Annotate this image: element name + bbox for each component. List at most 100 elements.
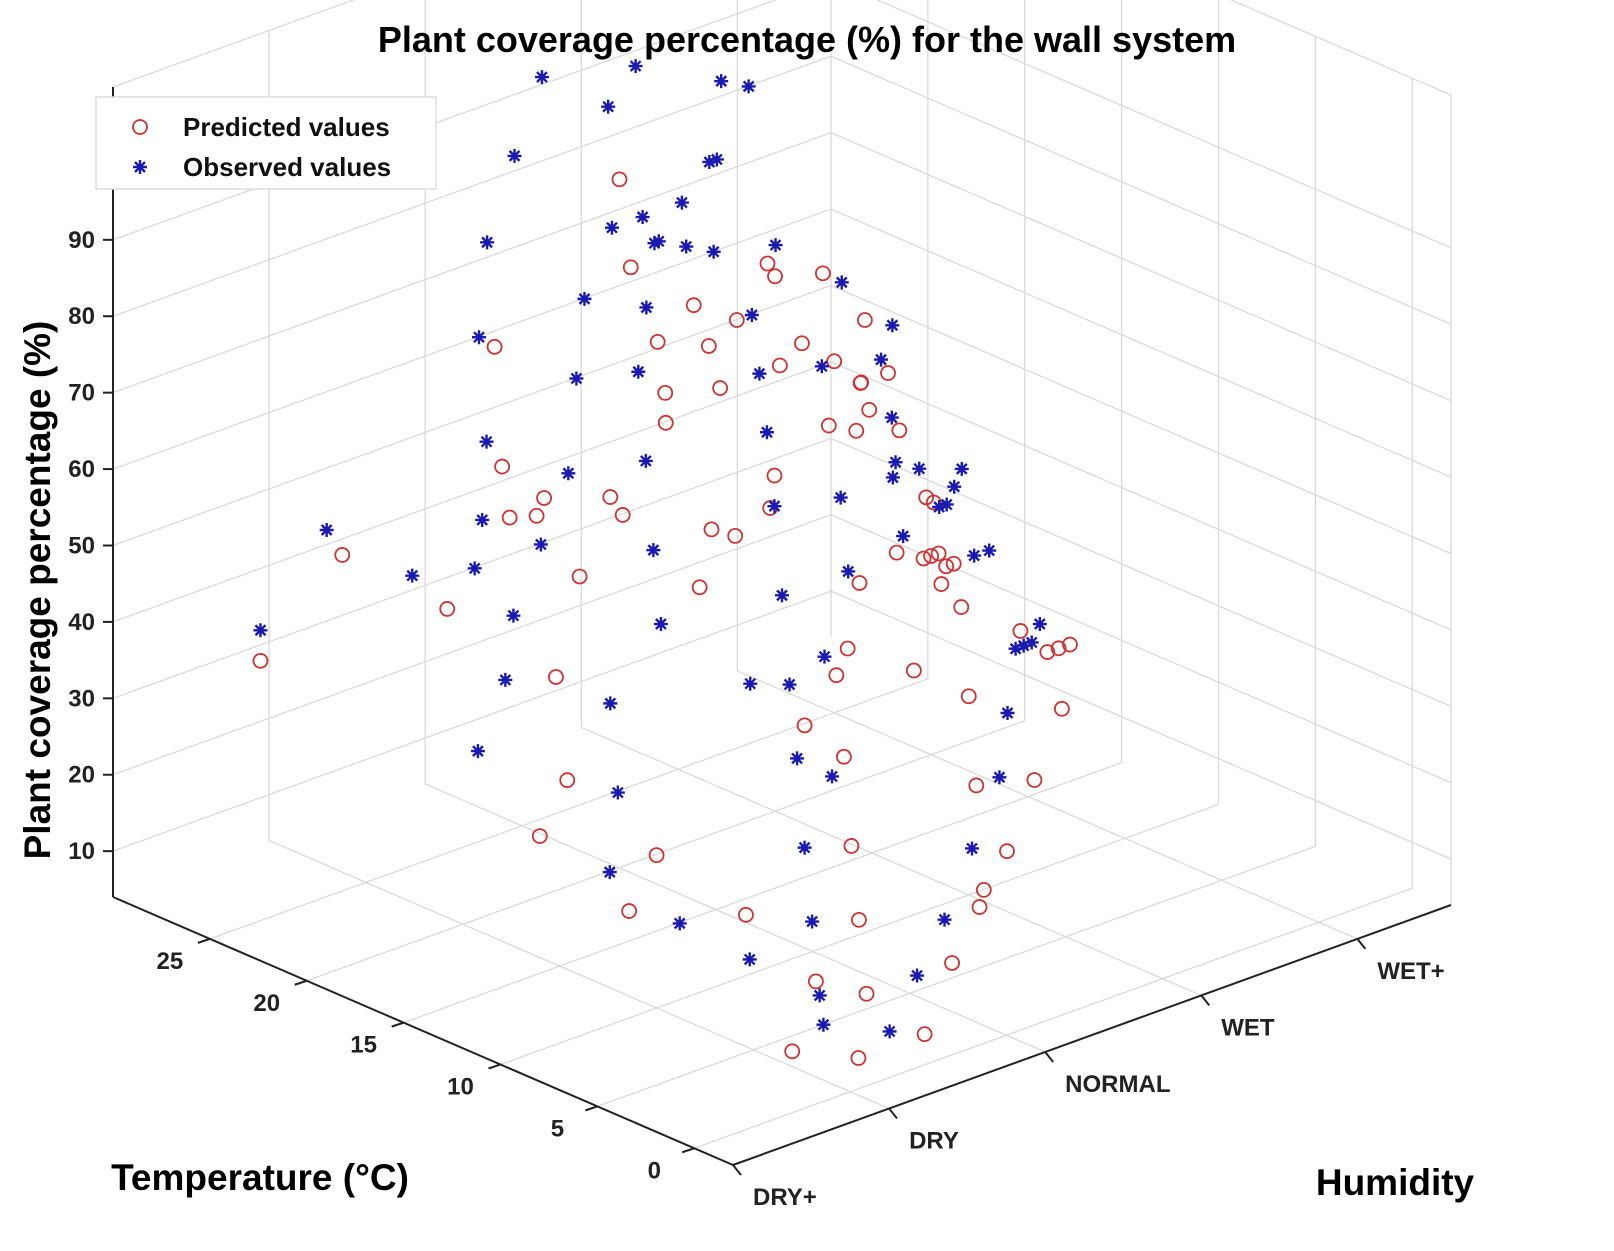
axes-layer bbox=[112, 87, 1452, 1166]
observed-point bbox=[947, 479, 962, 494]
observed-point bbox=[834, 275, 849, 290]
predicted-point bbox=[1053, 700, 1070, 717]
grid-line-y-floor bbox=[403, 762, 1122, 1024]
predicted-point bbox=[657, 414, 674, 431]
points-layer bbox=[252, 59, 1078, 1066]
grid-line-z-back bbox=[112, 0, 778, 241]
grid-line-z-side bbox=[830, 284, 1452, 555]
predicted-point bbox=[548, 669, 564, 685]
observed-point bbox=[498, 672, 513, 687]
predicted-point bbox=[852, 375, 869, 391]
observed-point bbox=[319, 523, 334, 538]
observed-point bbox=[631, 364, 646, 379]
observed-point bbox=[896, 529, 911, 544]
predicted-point bbox=[888, 544, 905, 561]
observed-point bbox=[253, 623, 268, 638]
observed-point bbox=[812, 988, 827, 1003]
predicted-point bbox=[712, 380, 729, 396]
observed-point bbox=[874, 352, 889, 367]
predicted-point bbox=[856, 312, 873, 328]
predicted-point bbox=[975, 882, 992, 898]
predicted-point bbox=[944, 955, 960, 971]
y-tick-mark bbox=[391, 1021, 404, 1028]
legend-predicted-marker bbox=[132, 119, 148, 135]
predicted-point bbox=[851, 575, 868, 591]
observed-point bbox=[480, 235, 495, 250]
predicted-point bbox=[439, 601, 456, 617]
observed-point bbox=[603, 696, 618, 711]
predicted-point bbox=[648, 847, 665, 864]
predicted-point bbox=[334, 547, 351, 563]
grid-line-z-back bbox=[112, 208, 832, 470]
observed-point bbox=[635, 210, 650, 225]
observed-point bbox=[752, 366, 767, 381]
observed-point bbox=[569, 371, 584, 386]
observed-point bbox=[1008, 641, 1023, 656]
observed-point bbox=[604, 220, 619, 235]
observed-point bbox=[743, 676, 758, 691]
predicted-point bbox=[905, 662, 922, 679]
grid-line-z-back bbox=[112, 361, 832, 623]
observed-point bbox=[471, 330, 486, 345]
z-tick-label: 90 bbox=[68, 227, 95, 254]
x-tick-label: DRY bbox=[909, 1127, 959, 1154]
predicted-point bbox=[759, 255, 776, 272]
observed-point bbox=[470, 744, 485, 759]
predicted-point bbox=[703, 521, 720, 538]
y-tick-label: 20 bbox=[253, 990, 280, 1017]
observed-point bbox=[672, 916, 687, 931]
predicted-point bbox=[528, 507, 545, 524]
observed-point bbox=[967, 548, 982, 563]
observed-point bbox=[775, 588, 789, 603]
observed-point bbox=[602, 865, 617, 880]
y-tick-mark bbox=[585, 1105, 598, 1112]
observed-point bbox=[805, 914, 820, 929]
predicted-point bbox=[826, 353, 843, 370]
observed-point bbox=[912, 461, 927, 476]
grid-line-y-floor bbox=[694, 887, 1413, 1149]
predicted-point bbox=[728, 312, 745, 328]
grid-line-y-floor bbox=[209, 678, 929, 940]
predicted-point bbox=[930, 545, 947, 562]
observed-point bbox=[954, 461, 969, 476]
observed-point bbox=[653, 617, 668, 632]
x-tick-mark bbox=[1356, 938, 1367, 950]
observed-point bbox=[709, 152, 724, 167]
predicted-point bbox=[571, 568, 588, 585]
predicted-point bbox=[738, 906, 754, 923]
observed-point bbox=[744, 308, 759, 323]
predicted-point bbox=[621, 903, 638, 919]
z-tick-label: 50 bbox=[68, 532, 95, 559]
predicted-point bbox=[815, 265, 831, 282]
y-tick-mark bbox=[197, 937, 211, 944]
legend-box bbox=[95, 96, 437, 190]
predicted-point bbox=[839, 640, 856, 657]
predicted-point bbox=[796, 717, 813, 734]
y-tick-mark bbox=[488, 1063, 501, 1070]
predicted-point bbox=[851, 911, 867, 928]
x-tick-label: DRY+ bbox=[753, 1184, 817, 1211]
observed-point bbox=[506, 608, 521, 623]
predicted-point bbox=[916, 1026, 933, 1043]
observed-point bbox=[759, 425, 774, 440]
observed-point bbox=[475, 512, 490, 527]
grid-line-z-side bbox=[830, 590, 1452, 860]
observed-point bbox=[577, 291, 592, 306]
y-tick-label: 15 bbox=[350, 1032, 377, 1059]
predicted-point bbox=[494, 458, 511, 475]
predicted-point bbox=[835, 748, 852, 765]
observed-point bbox=[982, 543, 997, 558]
y-tick-mark bbox=[681, 1147, 695, 1154]
predicted-point bbox=[848, 422, 865, 439]
observed-point bbox=[782, 677, 797, 692]
observed-point bbox=[1000, 706, 1015, 721]
observed-point bbox=[646, 543, 661, 558]
grid-line-z-side bbox=[830, 208, 1452, 478]
predicted-point bbox=[807, 973, 824, 990]
predicted-point bbox=[727, 527, 744, 544]
grid-line-z-side bbox=[830, 55, 1452, 325]
predicted-point bbox=[767, 268, 783, 285]
z-tick-label: 20 bbox=[68, 762, 95, 789]
x-tick-mark bbox=[1044, 1051, 1054, 1063]
